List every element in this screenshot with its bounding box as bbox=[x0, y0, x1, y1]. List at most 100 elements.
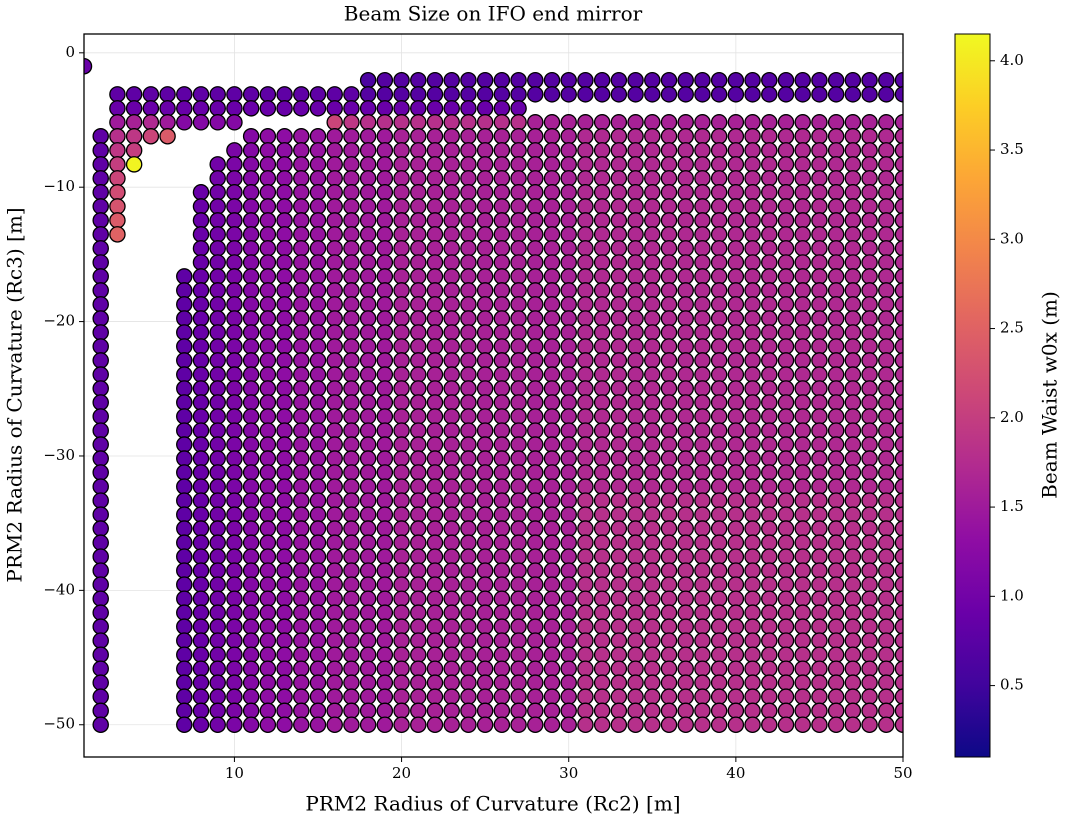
data-point bbox=[827, 408, 845, 425]
data-point bbox=[577, 618, 594, 635]
data-point bbox=[794, 590, 811, 607]
data-point bbox=[761, 674, 778, 691]
data-point bbox=[343, 128, 360, 145]
data-point bbox=[259, 408, 277, 425]
data-point bbox=[627, 338, 644, 355]
data-point bbox=[794, 674, 811, 691]
data-point bbox=[192, 716, 210, 733]
data-point bbox=[543, 198, 561, 215]
data-point bbox=[727, 534, 745, 551]
data-point bbox=[226, 492, 243, 509]
data-point bbox=[309, 702, 327, 720]
data-point bbox=[694, 86, 711, 103]
data-point bbox=[343, 534, 360, 551]
data-point bbox=[92, 506, 109, 523]
data-point bbox=[827, 618, 845, 635]
data-point bbox=[410, 660, 427, 677]
data-point bbox=[359, 408, 377, 425]
data-point bbox=[293, 380, 310, 397]
data-point bbox=[192, 282, 210, 299]
data-point bbox=[660, 198, 678, 215]
data-point bbox=[443, 282, 460, 299]
data-point bbox=[560, 408, 577, 425]
data-point bbox=[493, 71, 511, 89]
data-point bbox=[694, 716, 711, 733]
data-point bbox=[493, 338, 511, 355]
data-point bbox=[376, 184, 394, 201]
data-point bbox=[476, 646, 494, 663]
data-point bbox=[476, 100, 494, 117]
data-point bbox=[761, 184, 778, 201]
data-point bbox=[510, 688, 527, 705]
data-point bbox=[761, 142, 778, 159]
data-point bbox=[376, 71, 394, 89]
data-point bbox=[443, 114, 460, 131]
data-point bbox=[878, 296, 895, 313]
data-point bbox=[527, 296, 544, 313]
data-point bbox=[443, 380, 460, 397]
data-point bbox=[560, 506, 577, 523]
data-point bbox=[527, 562, 544, 579]
data-point bbox=[894, 688, 903, 705]
data-point bbox=[410, 408, 427, 425]
data-point bbox=[694, 310, 711, 327]
data-point bbox=[460, 198, 477, 215]
data-point bbox=[878, 534, 895, 551]
data-point bbox=[794, 156, 811, 173]
data-point bbox=[694, 352, 711, 369]
data-point bbox=[844, 632, 862, 649]
data-point bbox=[259, 534, 277, 551]
data-point bbox=[109, 114, 126, 131]
data-point bbox=[293, 422, 310, 439]
data-point bbox=[343, 702, 360, 720]
data-point bbox=[861, 464, 878, 481]
data-point bbox=[543, 534, 561, 551]
data-point bbox=[242, 618, 260, 635]
data-point bbox=[393, 562, 410, 579]
data-point bbox=[660, 268, 678, 285]
data-point bbox=[393, 436, 410, 453]
data-point bbox=[878, 380, 895, 397]
data-point bbox=[226, 184, 243, 201]
data-point bbox=[744, 128, 761, 145]
data-point bbox=[242, 240, 260, 257]
data-point bbox=[426, 156, 444, 173]
data-point bbox=[92, 520, 109, 537]
data-point bbox=[710, 702, 728, 720]
data-point bbox=[209, 534, 226, 551]
data-point bbox=[393, 632, 410, 649]
data-point bbox=[644, 380, 661, 397]
data-point bbox=[660, 366, 678, 383]
data-point bbox=[627, 324, 644, 341]
data-point bbox=[192, 422, 210, 439]
data-point bbox=[894, 170, 903, 187]
data-point bbox=[744, 548, 761, 565]
data-point bbox=[593, 184, 611, 201]
data-point bbox=[226, 604, 243, 621]
data-point bbox=[410, 478, 427, 495]
data-point bbox=[476, 366, 494, 383]
data-point bbox=[660, 422, 678, 439]
data-point bbox=[176, 618, 193, 635]
data-point bbox=[660, 590, 678, 607]
data-point bbox=[894, 716, 903, 733]
data-point bbox=[226, 408, 243, 425]
data-point bbox=[493, 212, 511, 229]
data-point bbox=[343, 226, 360, 243]
data-point bbox=[761, 716, 778, 733]
data-point bbox=[493, 688, 511, 705]
data-point bbox=[359, 212, 377, 229]
data-point bbox=[844, 338, 862, 355]
data-point bbox=[543, 338, 561, 355]
data-point bbox=[476, 492, 494, 509]
data-point bbox=[694, 366, 711, 383]
data-point bbox=[894, 156, 903, 173]
data-point bbox=[510, 198, 527, 215]
data-point bbox=[811, 114, 828, 131]
data-point bbox=[861, 478, 878, 495]
data-point bbox=[761, 478, 778, 495]
data-point bbox=[761, 86, 778, 103]
data-point bbox=[359, 86, 377, 103]
data-point bbox=[326, 142, 343, 159]
data-point bbox=[593, 520, 611, 537]
